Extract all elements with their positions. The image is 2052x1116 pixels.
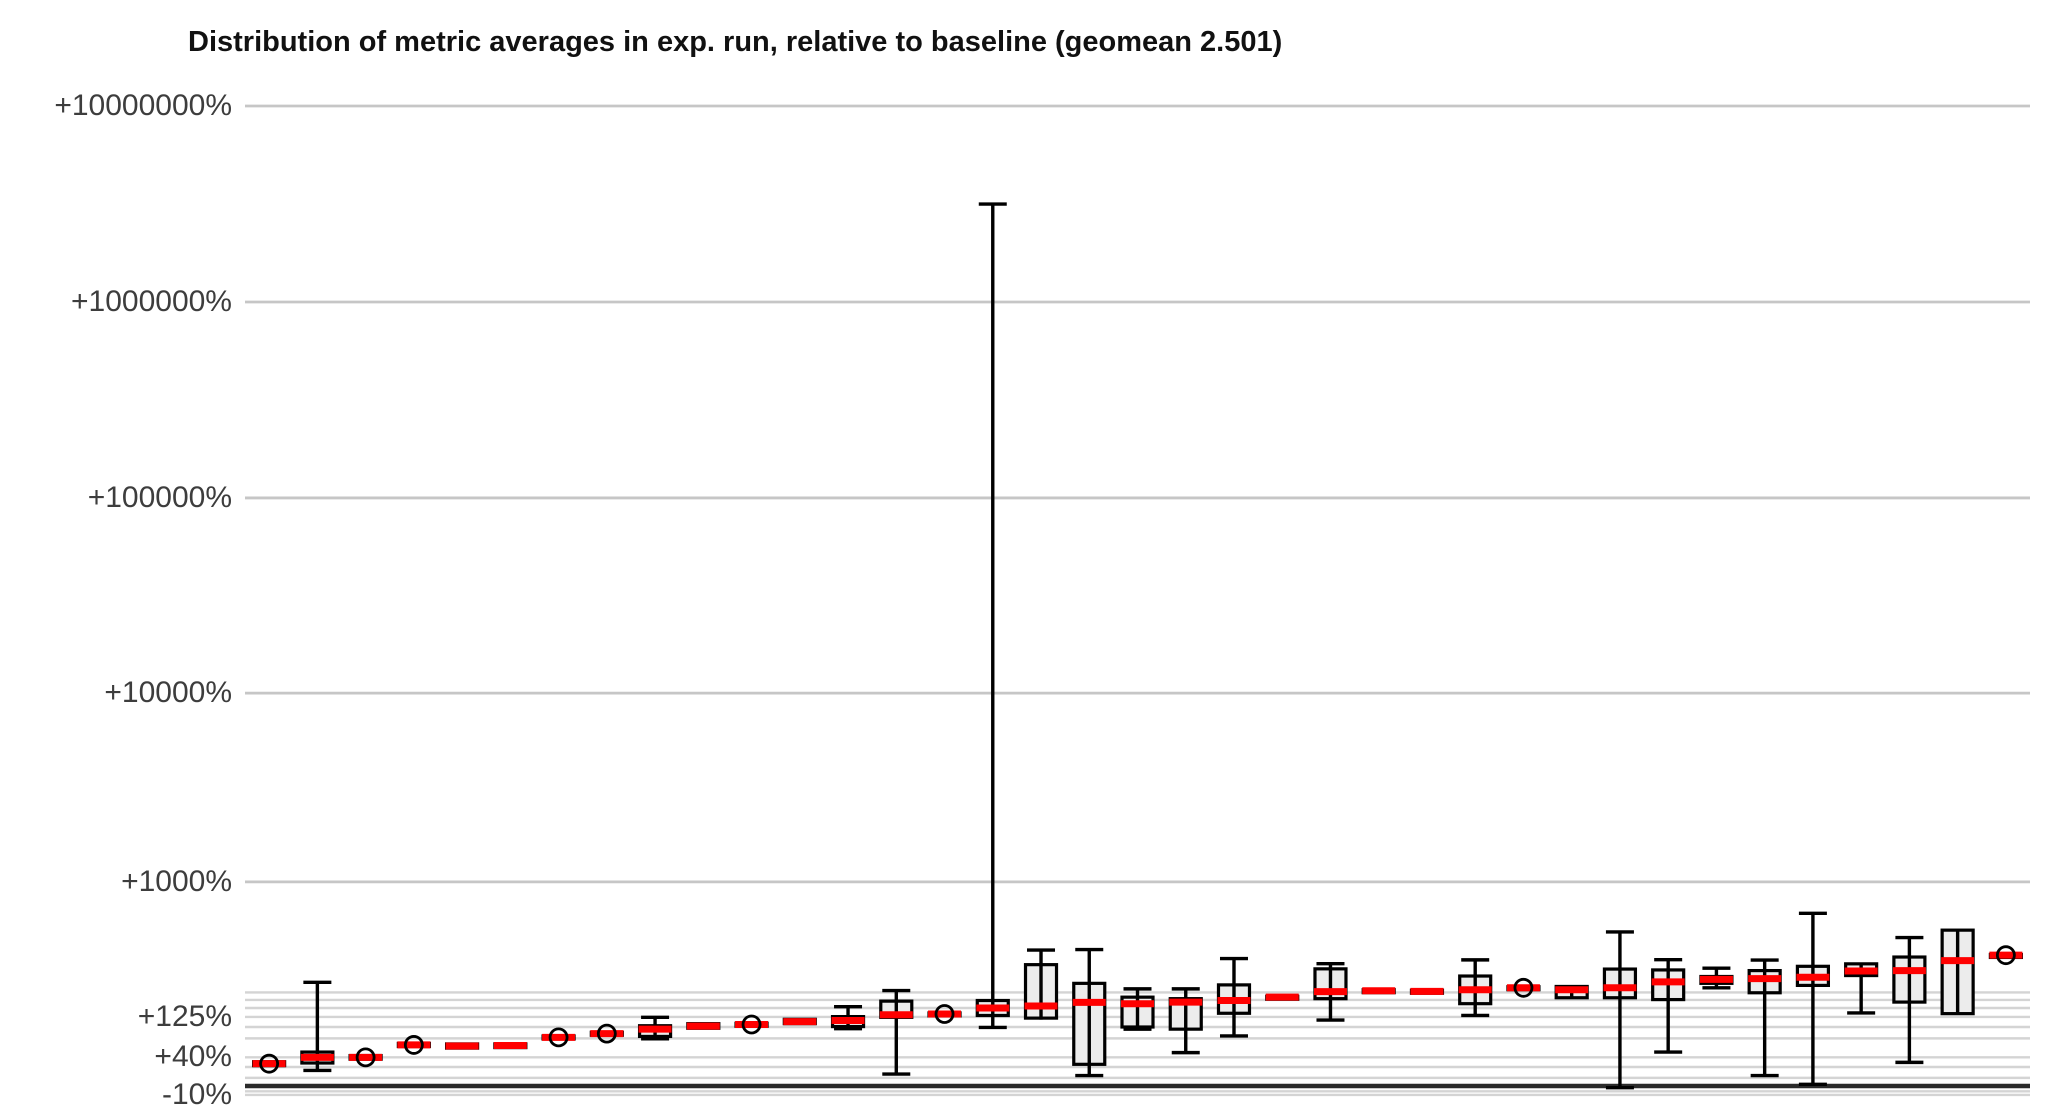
box-iqr-border (1602, 967, 1638, 1000)
mean-circle-marker (741, 1014, 762, 1035)
mean-circle-marker (259, 1053, 280, 1074)
box-iqr-border (1892, 955, 1927, 1004)
box-iqr-border (1023, 963, 1059, 1020)
box-iqr-border (1940, 928, 1975, 1016)
box-iqr-border (1120, 995, 1155, 1029)
y-axis-tick-label: +125% (137, 999, 232, 1033)
mean-circle-marker (596, 1023, 617, 1044)
y-axis-tick-label: -10% (161, 1077, 232, 1111)
y-axis-tick-label: +10000% (104, 676, 232, 710)
y-axis-tick-label: +1000000% (71, 284, 232, 318)
mean-circle-marker (934, 1004, 955, 1024)
y-axis-tick-label: +100000% (87, 480, 232, 514)
mean-circle-marker (1995, 945, 2016, 966)
y-axis-tick-label: +1000% (121, 864, 232, 898)
y-axis-tick-label: +10000000% (54, 88, 232, 122)
chart-title: Distribution of metric averages in exp. … (188, 26, 1283, 58)
y-axis-tick-label: +40% (154, 1040, 232, 1074)
box-iqr-border (1072, 981, 1107, 1066)
mean-circle-marker (548, 1027, 569, 1048)
mean-circle-marker (1513, 977, 1534, 998)
box-iqr-border (1313, 967, 1348, 1001)
mean-circle-marker (403, 1035, 424, 1055)
mean-circle-marker (355, 1047, 376, 1068)
